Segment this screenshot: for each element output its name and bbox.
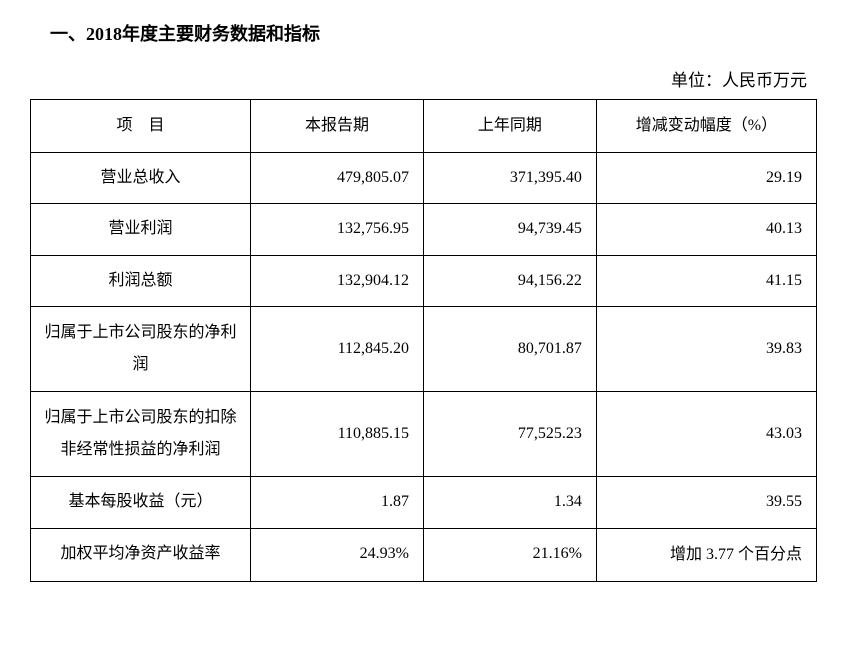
row-current: 1.87 [251,477,424,528]
row-current: 24.93% [251,528,424,581]
row-prior: 94,156.22 [423,255,596,306]
row-prior: 371,395.40 [423,153,596,204]
financial-table: 项 目 本报告期 上年同期 增减变动幅度（%） 营业总收入 479,805.07… [30,99,817,582]
row-change: 41.15 [596,255,816,306]
row-change: 39.55 [596,477,816,528]
row-prior: 77,525.23 [423,392,596,477]
table-row: 归属于上市公司股东的扣除非经常性损益的净利润 110,885.15 77,525… [31,392,817,477]
row-prior: 1.34 [423,477,596,528]
row-change: 增加 3.77 个百分点 [596,528,816,581]
table-row: 利润总额 132,904.12 94,156.22 41.15 [31,255,817,306]
header-item: 项 目 [31,100,251,153]
row-change: 39.83 [596,307,816,392]
header-change: 增减变动幅度（%） [596,100,816,153]
section-title: 一、2018年度主要财务数据和指标 [50,20,817,46]
row-change: 40.13 [596,204,816,255]
row-item: 营业利润 [31,204,251,255]
row-current: 132,756.95 [251,204,424,255]
table-row: 基本每股收益（元） 1.87 1.34 39.55 [31,477,817,528]
row-change: 43.03 [596,392,816,477]
row-current: 110,885.15 [251,392,424,477]
row-current: 112,845.20 [251,307,424,392]
row-current: 132,904.12 [251,255,424,306]
unit-label: 单位：人民币万元 [30,66,807,91]
row-change: 29.19 [596,153,816,204]
row-current: 479,805.07 [251,153,424,204]
table-header-row: 项 目 本报告期 上年同期 增减变动幅度（%） [31,100,817,153]
row-prior: 21.16% [423,528,596,581]
table-row: 营业总收入 479,805.07 371,395.40 29.19 [31,153,817,204]
header-current: 本报告期 [251,100,424,153]
table-row: 营业利润 132,756.95 94,739.45 40.13 [31,204,817,255]
row-item: 归属于上市公司股东的净利润 [31,307,251,392]
row-item: 归属于上市公司股东的扣除非经常性损益的净利润 [31,392,251,477]
row-item: 营业总收入 [31,153,251,204]
row-prior: 80,701.87 [423,307,596,392]
row-item: 利润总额 [31,255,251,306]
table-row: 归属于上市公司股东的净利润 112,845.20 80,701.87 39.83 [31,307,817,392]
row-item: 基本每股收益（元） [31,477,251,528]
table-row: 加权平均净资产收益率 24.93% 21.16% 增加 3.77 个百分点 [31,528,817,581]
row-prior: 94,739.45 [423,204,596,255]
row-item: 加权平均净资产收益率 [31,528,251,581]
header-prior: 上年同期 [423,100,596,153]
